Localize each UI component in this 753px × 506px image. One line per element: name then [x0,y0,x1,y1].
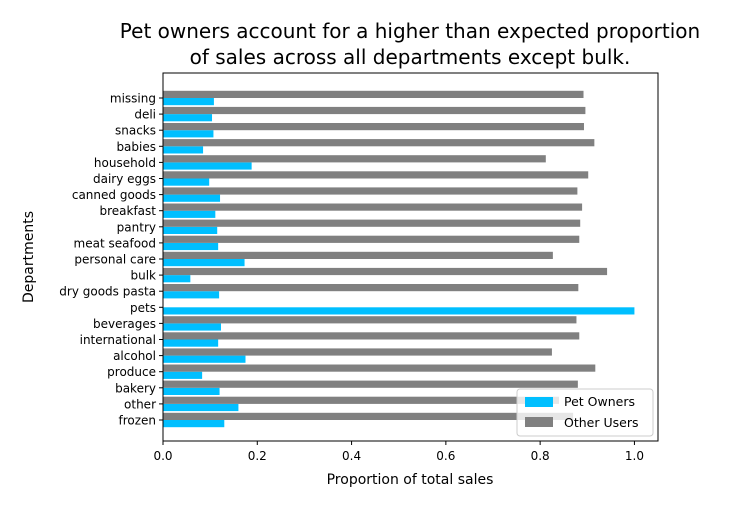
y-tick-label-bakery: bakery [115,381,156,395]
chart-title-line-1: Pet owners account for a higher than exp… [120,19,700,43]
bar-pet-owners-personal-care [163,259,245,267]
bar-pet-owners-international [163,339,219,347]
legend-swatch-other-users [525,417,553,427]
bar-pet-owners-alcohol [163,355,246,363]
chart-title-line-2: of sales across all departments except b… [190,45,631,69]
bar-other-users-snacks [163,123,584,131]
y-tick-label-international: international [80,333,156,347]
bar-pet-owners-canned-goods [163,194,221,202]
y-axis-label: Departments [21,211,37,303]
x-tick-label-4: 0.8 [531,449,550,463]
y-tick-label-canned-goods: canned goods [72,188,156,202]
legend-swatch-pet-owners [525,397,553,407]
y-tick-label-breakfast: breakfast [99,204,156,218]
y-tick-label-meat-seafood: meat seafood [74,236,156,250]
bar-pet-owners-pets [163,307,635,315]
bar-other-users-personal-care [163,251,553,259]
bar-pet-owners-deli [163,114,213,122]
x-axis-label: Proportion of total sales [327,472,494,488]
y-tick-label-household: household [94,156,156,170]
bar-other-users-beverages [163,316,577,324]
y-tick-label-pantry: pantry [117,220,156,234]
legend-label-other-users: Other Users [564,415,638,430]
y-tick-label-babies: babies [116,140,156,154]
bar-pet-owners-breakfast [163,210,216,218]
y-tick-label-dry-goods-pasta: dry goods pasta [59,285,156,299]
bar-pet-owners-household [163,162,252,170]
plot-area-frame [162,72,659,442]
bar-pet-owners-dry-goods-pasta [163,291,220,299]
bar-pet-owners-produce [163,371,203,379]
bar-other-users-canned-goods [163,187,578,195]
bar-other-users-bakery [163,380,578,388]
y-axis-ticks: frozen other bakery produce alcohol internati… [59,92,163,428]
bar-pet-owners-snacks [163,130,214,138]
bar-other-users-alcohol [163,348,552,356]
y-tick-label-deli: deli [134,108,156,122]
bar-other-users-deli [163,106,586,115]
bar-other-users-produce [163,364,596,372]
legend-label-pet-owners: Pet Owners [564,394,635,409]
bar-pet-owners-dairy-eggs [163,178,210,186]
bar-other-users-babies [163,139,595,147]
x-tick-label-3: 0.6 [436,449,455,463]
x-tick-label-5: 1.0 [625,449,644,463]
bar-pet-owners-meat-seafood [163,242,219,251]
legend: Pet Owners Other Users [516,388,654,437]
bar-other-users-missing [163,90,584,98]
y-tick-label-other: other [124,397,156,411]
x-tick-label-2: 0.4 [342,449,361,463]
y-tick-label-pets: pets [130,301,156,315]
bar-pet-owners-missing [163,98,214,106]
bar-other-users-dairy-eggs [163,171,589,179]
bars-group [163,90,635,428]
y-tick-label-produce: produce [107,365,156,379]
bar-other-users-breakfast [163,203,583,211]
y-tick-label-missing: missing [110,92,156,106]
bar-pet-owners-bakery [163,387,220,395]
bar-other-users-international [163,332,580,340]
bar-pet-owners-pantry [163,226,218,234]
bar-other-users-pantry [163,219,581,227]
bar-other-users-other [163,396,559,404]
y-tick-label-dairy-eggs: dairy eggs [93,172,156,186]
bar-other-users-bulk [163,267,608,276]
bar-other-users-household [163,155,546,163]
bar-pet-owners-frozen [163,420,225,428]
y-tick-label-snacks: snacks [115,124,156,138]
y-tick-label-personal-care: personal care [74,253,156,267]
y-tick-label-bulk: bulk [130,269,156,283]
bar-pet-owners-other [163,403,239,412]
bar-other-users-frozen [163,412,574,420]
bar-pet-owners-bulk [163,275,191,283]
bar-pet-owners-beverages [163,323,221,331]
bar-other-users-meat-seafood [163,235,580,243]
bar-pet-owners-babies [163,146,204,154]
x-tick-label-0: 0.0 [153,449,172,463]
x-axis-ticks: 0.0 0.2 0.4 0.6 0.8 1.0 [153,441,644,463]
bar-other-users-dry-goods-pasta [163,284,579,292]
y-tick-label-frozen: frozen [118,414,156,428]
x-tick-label-1: 0.2 [248,449,267,463]
y-tick-label-beverages: beverages [93,317,156,331]
y-tick-label-alcohol: alcohol [113,349,156,363]
